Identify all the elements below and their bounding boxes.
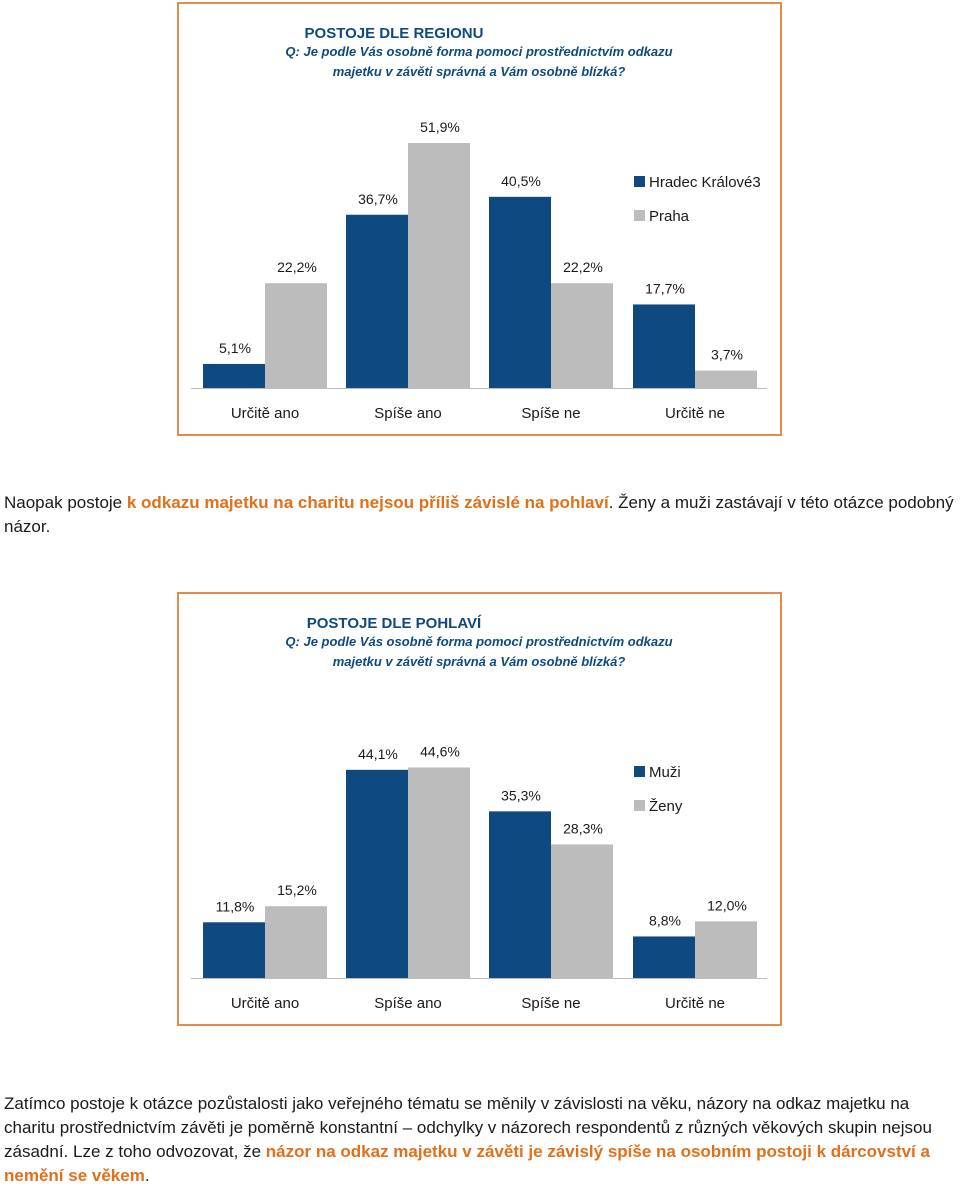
gender-bar-1-1 [203, 922, 265, 978]
paragraph-gender-highlight: k odkazu majetku na charitu nejsou příli… [126, 493, 609, 512]
gender-bar-2-4 [695, 921, 757, 978]
gender-legend-label-1: Muži [649, 764, 681, 781]
gender-legend-swatch-2 [634, 800, 645, 811]
region-data-label-1-2: 36,7% [358, 191, 398, 207]
region-category-label-2: Spíše ano [374, 405, 442, 422]
region-legend-swatch-2 [634, 210, 645, 221]
gender-bar-1-4 [633, 936, 695, 978]
gender-title: POSTOJE DLE POHLAVÍ [307, 615, 482, 632]
region-legend-swatch-1 [634, 176, 645, 187]
chart-gender-svg: POSTOJE DLE POHLAVÍ Q: Je podle Vás osobn… [191, 615, 767, 1012]
region-category-label-3: Spíše ne [521, 405, 580, 422]
region-subtitle-line1: Q: Je podle Vás osobně forma pomoci pros… [285, 44, 672, 59]
region-legend-label-2: Praha [649, 208, 690, 225]
region-legend-label-1: Hradec Králové3 [649, 174, 761, 191]
gender-legend-swatch-1 [634, 766, 645, 777]
chart-region-svg: POSTOJE DLE REGIONU Q: Je podle Vás osobn… [191, 25, 767, 422]
gender-data-label-1-3: 35,3% [501, 787, 541, 803]
region-bar-2-3 [551, 283, 613, 388]
paragraph-age-text-c: . [144, 1166, 150, 1185]
gender-category-label-2: Spíše ano [374, 995, 442, 1012]
paragraph-gender-text-c: . Ženy a muži zastávají v této otázce po… [4, 493, 954, 536]
region-title: POSTOJE DLE REGIONU [305, 25, 484, 42]
gender-bar-2-3 [551, 844, 613, 978]
region-bar-2-2 [408, 143, 470, 388]
gender-category-label-1: Určitě ano [231, 995, 299, 1012]
gender-bar-1-3 [489, 811, 551, 978]
gender-data-label-2-2: 44,6% [420, 743, 460, 759]
region-data-label-1-3: 40,5% [501, 173, 541, 189]
region-data-label-1-4: 17,7% [645, 280, 685, 296]
gender-data-label-1-2: 44,1% [358, 746, 398, 762]
region-bar-2-4 [695, 370, 757, 388]
region-data-label-2-2: 51,9% [420, 119, 460, 135]
region-category-label-4: Určitě ne [665, 405, 725, 422]
gender-data-label-2-1: 15,2% [277, 882, 317, 898]
region-bar-1-4 [633, 304, 695, 388]
region-data-label-1-1: 5,1% [219, 340, 251, 356]
gender-bar-1-2 [346, 769, 408, 978]
gender-category-label-3: Spíše ne [521, 995, 580, 1012]
gender-subtitle-line2: majetku v závěti správná a Vám osobně bl… [333, 654, 626, 669]
paragraph-age-highlight: názor na odkaz majetku v závěti je závis… [4, 1142, 930, 1185]
region-data-label-2-3: 22,2% [563, 259, 603, 275]
region-subtitle-line2: majetku v závěti správná a Vám osobně bl… [333, 64, 626, 79]
gender-bar-2-1 [265, 906, 327, 978]
region-data-label-2-1: 22,2% [277, 259, 317, 275]
region-bar-2-1 [265, 283, 327, 388]
gender-category-label-4: Určitě ne [665, 995, 725, 1012]
region-category-label-1: Určitě ano [231, 405, 299, 422]
region-data-label-2-4: 3,7% [711, 347, 743, 363]
gender-data-label-2-3: 28,3% [563, 820, 603, 836]
paragraph-gender-text-a: Naopak postoje [4, 493, 127, 512]
gender-data-label-2-4: 12,0% [707, 897, 747, 913]
region-bar-1-1 [203, 363, 265, 388]
gender-data-label-1-1: 11,8% [216, 898, 255, 914]
gender-subtitle-line1: Q: Je podle Vás osobně forma pomoci pros… [285, 634, 672, 649]
gender-legend-label-2: Ženy [649, 798, 683, 815]
chart-gender: POSTOJE DLE POHLAVÍ Q: Je podle Vás osobn… [177, 592, 782, 1026]
chart-region: POSTOJE DLE REGIONU Q: Je podle Vás osobn… [177, 2, 782, 436]
paragraph-age: Zatímco postoje k otázce pozůstalosti ja… [4, 1092, 956, 1188]
paragraph-gender: Naopak postoje k odkazu majetku na chari… [4, 491, 956, 539]
gender-data-label-1-4: 8,8% [649, 912, 681, 928]
gender-bar-2-2 [408, 767, 470, 978]
paragraph-age-text-a: Zatímco postoje k otázce pozůstalosti ja… [4, 1094, 932, 1161]
region-bar-1-2 [346, 214, 408, 388]
region-bar-1-3 [489, 196, 551, 388]
